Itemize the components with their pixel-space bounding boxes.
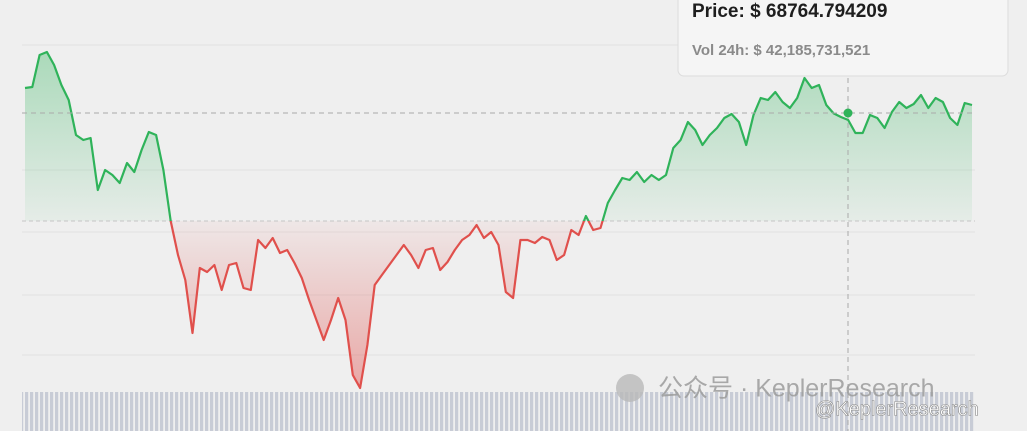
watermark-main: 公众号 · KeplerResearch [658,375,934,403]
plot [22,50,975,390]
hover-dot [843,108,853,118]
watermark-handle: @KeplerResearch [815,398,979,420]
volume-bars [22,392,975,431]
price-line [24,50,973,390]
tooltip [677,0,1009,77]
tooltip-volume: Vol 24h: $ 42,185,731,521 [692,42,870,59]
tooltip-price: Price: $ 68764.794209 [692,1,887,22]
area [25,52,972,388]
watermark-icon [616,374,644,402]
